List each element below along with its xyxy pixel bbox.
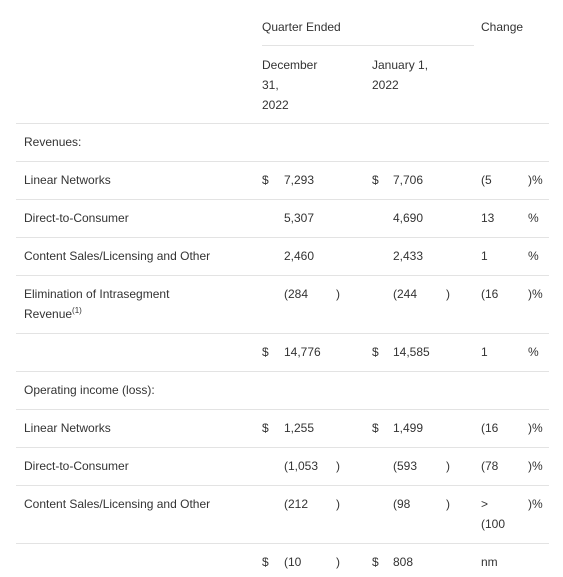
dollar-sign: $ (372, 421, 379, 435)
col1-header-line1: December (262, 58, 318, 72)
cell-value: 2,433 (393, 249, 424, 263)
row-label: Elimination of Intrasegment (24, 287, 170, 301)
divider (16, 447, 549, 448)
cell-value: (284 (284, 287, 309, 301)
divider (16, 371, 549, 372)
header-underline (262, 45, 474, 46)
change-value: (16 (481, 287, 499, 301)
row-label: Direct-to-Consumer (24, 459, 129, 473)
change-suffix: % (528, 249, 539, 263)
divider (16, 199, 549, 200)
divider (16, 123, 549, 124)
row-label: Linear Networks (24, 421, 111, 435)
close-paren: ) (336, 287, 340, 301)
change-suffix: )% (528, 173, 543, 187)
close-paren: ) (336, 459, 340, 473)
total-value: 14,585 (393, 345, 430, 359)
row-label: Content Sales/Licensing and Other (24, 497, 211, 511)
total-value: 14,776 (284, 345, 321, 359)
col1-header-line2: 31, (262, 78, 279, 92)
change-suffix: % (528, 345, 539, 359)
change-suffix: )% (528, 421, 543, 435)
dollar-sign: $ (262, 345, 269, 359)
dollar-sign: $ (372, 555, 379, 569)
dollar-sign: $ (372, 173, 379, 187)
divider (16, 543, 549, 544)
divider (16, 237, 549, 238)
cell-value: (212 (284, 497, 309, 511)
total-value: 808 (393, 555, 414, 569)
footnote-marker: (1) (72, 306, 82, 315)
cell-value: 4,690 (393, 211, 424, 225)
header-change: Change (481, 20, 524, 34)
change-suffix: )% (528, 459, 543, 473)
row-label-continued: Revenue(1) (24, 306, 82, 322)
change-suffix: )% (528, 497, 543, 511)
cell-value: 5,307 (284, 211, 315, 225)
cell-value: 1,255 (284, 421, 315, 435)
change-value: > (481, 497, 489, 511)
change-value: (78 (481, 459, 499, 473)
change-value: nm (481, 555, 498, 569)
cell-value: 1,499 (393, 421, 424, 435)
header-quarter-ended: Quarter Ended (262, 20, 341, 34)
divider (16, 333, 549, 334)
dollar-sign: $ (262, 555, 269, 569)
close-paren: ) (446, 497, 450, 511)
total-value: (10 (284, 555, 302, 569)
cell-value: 7,293 (284, 173, 315, 187)
change-value: 1 (481, 345, 488, 359)
row-label: Direct-to-Consumer (24, 211, 129, 225)
col2-header-line2: 2022 (372, 78, 399, 92)
close-paren: ) (336, 497, 340, 511)
section-revenues-label: Revenues: (24, 135, 82, 149)
col2-header-line1: January 1, (372, 58, 429, 72)
cell-value: (593 (393, 459, 418, 473)
change-value: (5 (481, 173, 492, 187)
divider (16, 485, 549, 486)
dollar-sign: $ (372, 345, 379, 359)
cell-value: 7,706 (393, 173, 424, 187)
cell-value: (1,053 (284, 459, 319, 473)
section-operating-income-label: Operating income (loss): (24, 383, 155, 397)
divider (16, 275, 549, 276)
cell-value: 2,460 (284, 249, 315, 263)
row-label: Content Sales/Licensing and Other (24, 249, 211, 263)
dollar-sign: $ (262, 173, 269, 187)
change-suffix: % (528, 211, 539, 225)
change-value: 1 (481, 249, 488, 263)
col1-header-line3: 2022 (262, 98, 289, 112)
divider (16, 409, 549, 410)
close-paren: ) (446, 459, 450, 473)
cell-value: (98 (393, 497, 411, 511)
row-label: Linear Networks (24, 173, 111, 187)
change-value: 13 (481, 211, 495, 225)
change-suffix: )% (528, 287, 543, 301)
change-value-continued: (100 (481, 517, 506, 531)
change-value: (16 (481, 421, 499, 435)
cell-value: (244 (393, 287, 418, 301)
close-paren: ) (336, 555, 340, 569)
divider (16, 161, 549, 162)
close-paren: ) (446, 287, 450, 301)
dollar-sign: $ (262, 421, 269, 435)
